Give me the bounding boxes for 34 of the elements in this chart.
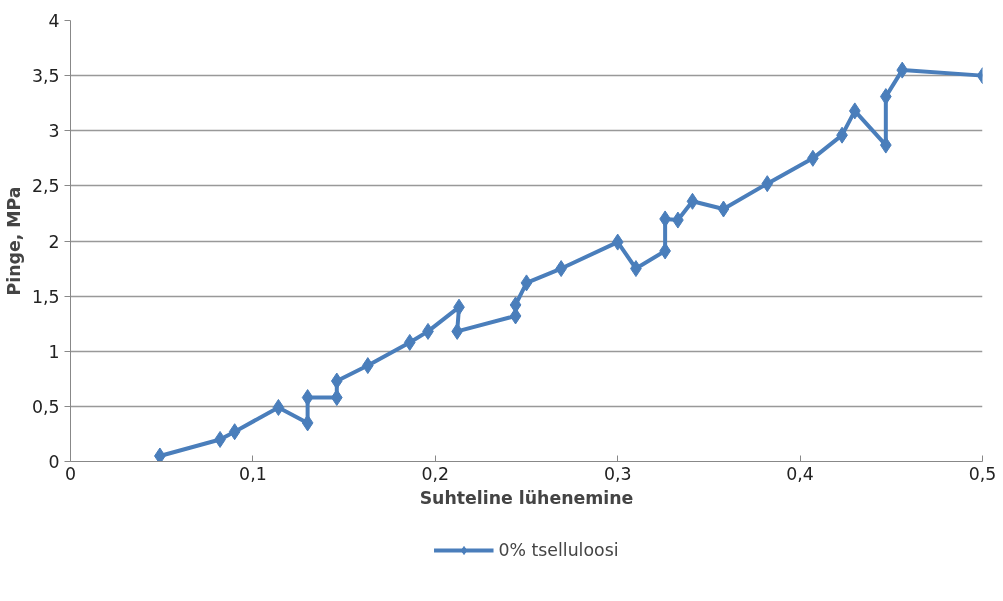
y-tick-label: 3,5 (31, 66, 60, 87)
point (403, 333, 416, 351)
point (848, 102, 861, 120)
point (154, 447, 166, 462)
point (361, 357, 374, 375)
point (301, 414, 314, 432)
point (520, 274, 533, 292)
y-tick-label: 1 (48, 341, 60, 362)
y-tick-label: 1,5 (31, 286, 60, 307)
y-tick-label: 3 (48, 121, 60, 142)
point (611, 233, 624, 251)
x-tick-label: 0,5 (968, 463, 997, 484)
point (272, 398, 285, 416)
x-tick-label: 0,1 (239, 463, 267, 484)
point (686, 192, 699, 210)
point (451, 322, 464, 340)
x-tick-label: 0 (64, 463, 77, 484)
x-tick-label: 0,4 (786, 463, 814, 484)
point (717, 200, 730, 218)
point (330, 389, 343, 407)
x-tick-label: 0,3 (603, 463, 632, 484)
y-tick-label: 2 (48, 231, 60, 252)
point (330, 372, 343, 390)
x-axis-title: Suhteline lühenemine (419, 487, 634, 508)
y-tick-label: 2,5 (31, 176, 60, 197)
point (228, 423, 241, 441)
point (896, 61, 909, 79)
x-tick-label: 0,2 (421, 463, 450, 484)
point (879, 136, 892, 154)
point (761, 175, 774, 193)
y-tick-label: 4 (48, 11, 60, 31)
legend-label: 0% tselluloosi (498, 540, 619, 560)
y-tick-label: 0,5 (31, 396, 60, 417)
y-axis-title: Pinge, MPa (3, 186, 24, 296)
